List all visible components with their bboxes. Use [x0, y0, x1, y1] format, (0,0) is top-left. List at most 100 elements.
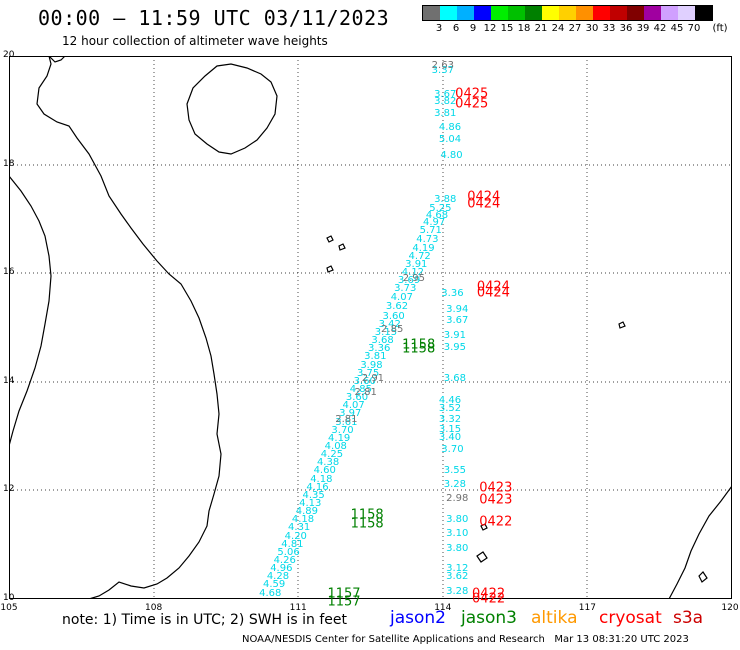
legend-swatch	[491, 6, 508, 20]
lat-tick-label: 14	[3, 375, 15, 386]
legend-swatch	[576, 6, 593, 20]
lon-tick-label: 108	[145, 603, 163, 613]
legend-swatch	[440, 6, 457, 20]
legend-tick-label: 21	[534, 23, 548, 34]
swh-value-label: 4.80	[440, 150, 463, 162]
swh-value-label: 3.68	[443, 373, 466, 385]
legend-tick-label: 30	[585, 23, 599, 34]
swh-value-label: 3.88	[434, 193, 457, 205]
footer-credit: NOAA/NESDIS Center for Satellite Applica…	[242, 634, 689, 645]
time-label: 1157	[327, 586, 361, 602]
lat-tick-label: 12	[3, 484, 15, 495]
swh-value-label: 2.63	[431, 59, 454, 71]
swh-value-label: 3.60	[382, 310, 405, 322]
swh-value-label: 5.71	[419, 224, 442, 236]
page-subtitle: 12 hour collection of altimeter wave hei…	[62, 34, 328, 48]
swh-value-label: 4.81	[281, 538, 304, 550]
swh-value-label: 3.60	[353, 375, 376, 387]
swh-value-label: 3.95	[443, 342, 466, 354]
swh-value-label: 5.04	[438, 134, 462, 146]
swh-value-label: 3.91	[405, 259, 428, 271]
islet-7	[698, 571, 708, 583]
time-label: 0423	[479, 480, 513, 496]
legend-colorbar	[422, 5, 713, 21]
lon-tick-label: 117	[578, 603, 596, 613]
legend-swatch	[627, 6, 644, 20]
swh-value-label: 4.20	[284, 530, 307, 542]
swh-value-label: 4.12	[401, 267, 425, 279]
swh-value-label: 2.81	[335, 413, 358, 425]
time-label: 0424	[476, 285, 510, 301]
time-label: 0425	[455, 96, 489, 112]
wave-height-map[interactable]	[9, 56, 732, 599]
legend-swatch	[661, 6, 678, 20]
coastline	[9, 56, 732, 599]
swh-value-label: 3.36	[368, 343, 391, 355]
swh-value-label: 4.96	[270, 563, 293, 575]
swh-value-label: 5.25	[429, 203, 452, 215]
time-label: 0424	[467, 196, 501, 212]
legend-swatch	[559, 6, 576, 20]
time-label: 0425	[455, 86, 489, 102]
swh-value-label: 3.70	[441, 443, 464, 455]
islet-2	[338, 243, 346, 251]
swh-value-label: 3.67	[446, 314, 469, 326]
swh-value-label: 4.18	[291, 514, 315, 526]
legend-swatch	[423, 6, 440, 20]
swh-value-label: 4.86	[438, 122, 462, 134]
swh-value-label: 4.59	[262, 579, 286, 591]
philippines-coast	[668, 485, 732, 599]
swh-value-label: 4.60	[313, 465, 336, 477]
swh-value-label: 4.19	[412, 242, 435, 254]
swh-value-label: 3.15	[374, 326, 398, 338]
legend-swatch	[610, 6, 627, 20]
swh-value-label: 4.25	[320, 449, 344, 461]
lon-tick-label: 120	[721, 603, 739, 613]
swh-value-label: 3.81	[364, 351, 387, 363]
swh-value-label: 4.08	[324, 440, 347, 452]
swh-value-label: 4.68	[425, 210, 449, 222]
legend-swatch	[644, 6, 661, 20]
legend-tick-label: 70	[687, 23, 701, 34]
swh-value-label: 3.36	[441, 287, 464, 299]
satellite-cryosat-label: cryosat	[599, 608, 662, 628]
lon-tick-label: 114	[434, 603, 452, 613]
swh-value-label: 4.16	[306, 481, 329, 493]
swh-value-label: 4.31	[288, 522, 311, 534]
swh-value-label: 3.70	[331, 424, 354, 436]
vietnam-coast	[36, 56, 222, 599]
lat-tick-label: 20	[3, 50, 15, 60]
time-label: 1157	[327, 594, 361, 610]
legend-tick-label: 39	[636, 23, 650, 34]
legend-tick-label: 12	[483, 23, 497, 34]
legend-tick-label: 15	[500, 23, 514, 34]
swh-value-label: 3.42	[378, 318, 401, 330]
swh-value-label: 4.19	[328, 432, 351, 444]
lat-tick-label: 10	[3, 593, 15, 603]
islet-1	[326, 235, 334, 243]
legend-labels: 3 6 9 12 15 18 21 24 27 30 33 36 39 42 45 70 (ft)	[422, 23, 740, 35]
swh-value-label: 3.81	[434, 108, 457, 120]
time-label: 0424	[476, 279, 510, 295]
time-label: 0422	[472, 591, 506, 607]
swh-value-label: 3.97	[339, 408, 362, 420]
islet-5	[476, 551, 488, 563]
swh-value-label: 3.10	[446, 527, 469, 539]
swh-value-label: 3.40	[438, 431, 462, 443]
swh-value-label: 4.97	[422, 216, 446, 228]
legend-tick-label: 24	[551, 23, 565, 34]
lat-tick-label: 18	[3, 158, 15, 169]
legend-tick-label: 18	[517, 23, 531, 34]
page-title: 00:00 – 11:59 UTC 03/11/2023	[38, 6, 390, 30]
west-coast	[9, 175, 52, 447]
time-label: 1158	[402, 337, 436, 353]
islet-6	[480, 523, 488, 531]
time-label: 0424	[467, 189, 501, 205]
satellite-jason3-label: jason3	[461, 608, 517, 628]
swh-value-label: 4.18	[310, 473, 333, 485]
swh-value-label: 3.61	[335, 416, 358, 428]
swh-value-label: 4.35	[302, 489, 325, 501]
islet-3	[326, 265, 334, 273]
legend-tick-label: 3	[435, 23, 443, 34]
grid-lines	[9, 56, 732, 599]
